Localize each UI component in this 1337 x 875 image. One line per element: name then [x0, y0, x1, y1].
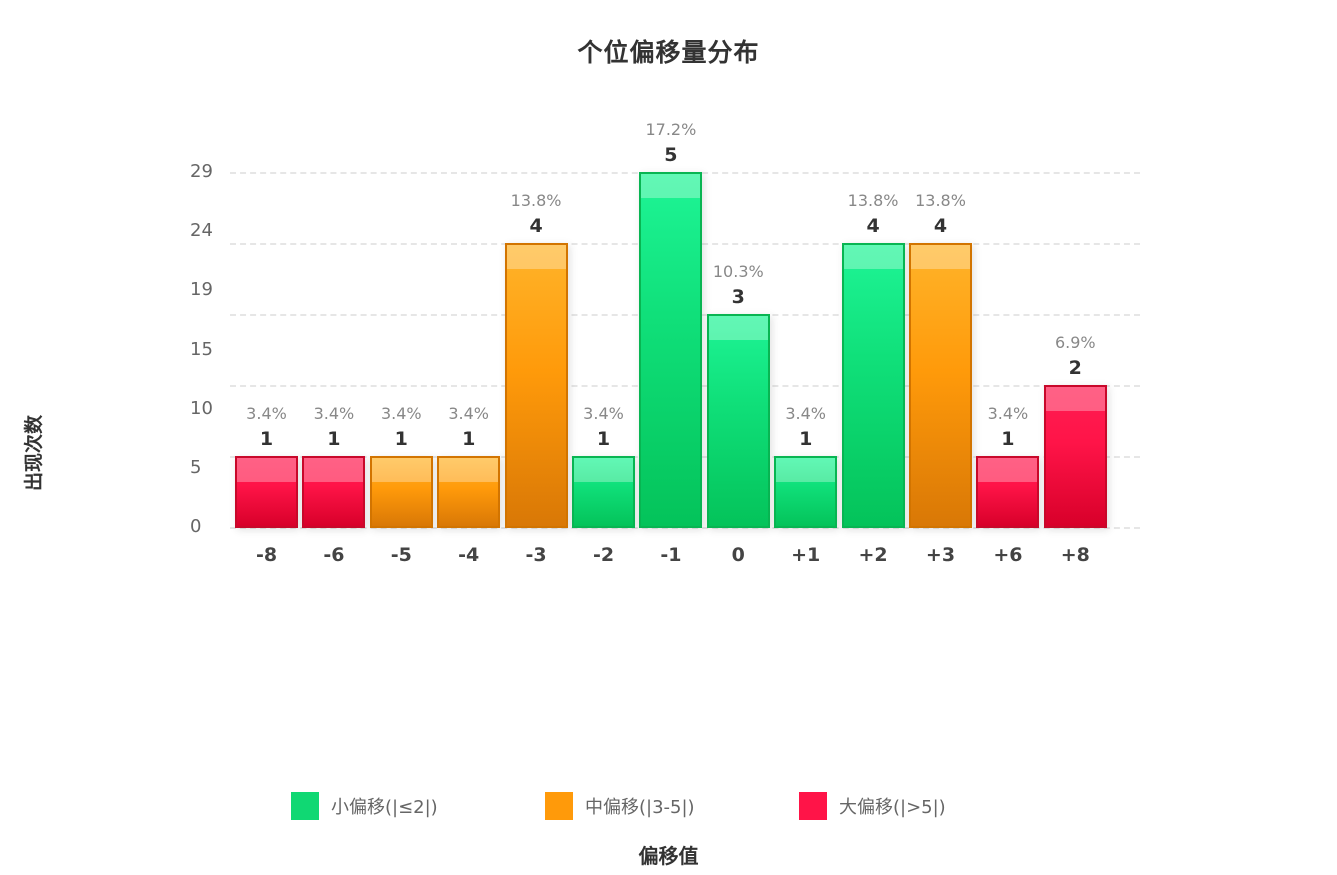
bar[interactable] [976, 456, 1040, 528]
bar[interactable] [235, 456, 298, 528]
bar-percent-label: 6.9% [1054, 333, 1096, 352]
bar-value-label: 1 [394, 428, 408, 450]
legend-swatch-small [291, 792, 319, 820]
bar-value-label: 1 [462, 428, 476, 450]
y-tick-label: 24 [190, 220, 213, 242]
bar-highlight [843, 245, 903, 269]
x-tick-label: -2 [592, 544, 615, 566]
bar-value-label: 4 [529, 215, 543, 237]
x-tick-label: +3 [925, 544, 956, 566]
legend-item-small[interactable]: 小偏移(|≤2|) [291, 790, 438, 822]
bar-percent-label: 3.4% [583, 404, 624, 423]
bar-percent-label: 17.2% [645, 120, 697, 139]
y-tick-label: 5 [190, 456, 202, 478]
legend-item-large[interactable]: 大偏移(|>5|) [799, 790, 946, 822]
bar[interactable] [369, 456, 433, 528]
bar-percent-label: 3.4% [987, 404, 1029, 423]
legend-label-large: 大偏移(|>5|) [839, 797, 946, 818]
bar[interactable] [639, 172, 703, 528]
bar[interactable] [504, 243, 568, 528]
x-tick-label: +8 [1060, 544, 1090, 566]
legend-swatch-medium [545, 792, 573, 820]
bar-highlight [439, 458, 499, 482]
x-tick-label: -3 [525, 544, 547, 566]
bar-percent-label: 10.3% [712, 262, 764, 281]
chart-title: 个位偏移量分布 [577, 38, 760, 67]
gridline [230, 527, 1140, 529]
x-tick-label: +2 [858, 544, 888, 566]
bar-percent-label: 3.4% [380, 404, 422, 423]
bar-value-label: 1 [1001, 428, 1015, 450]
bar[interactable] [437, 456, 501, 528]
y-tick-label: 10 [190, 397, 213, 419]
bar-highlight [506, 245, 566, 269]
x-tick-label: -5 [390, 544, 412, 566]
bar-value-label: 1 [259, 428, 274, 450]
y-tick-label: 19 [190, 279, 213, 301]
bar-value-label: 5 [664, 144, 678, 166]
bar-percent-label: 13.8% [510, 191, 562, 210]
bar-percent-label: 3.4% [448, 404, 490, 423]
bar[interactable] [572, 456, 635, 528]
bar-percent-label: 13.8% [915, 191, 966, 210]
legend: 小偏移(|≤2|) 中偏移(|3-5|) 大偏移(|>5|) [0, 790, 1337, 822]
bar-percent-label: 3.4% [313, 404, 355, 423]
plot-area: 0 5 10 15 19 24 29 1 3.4% -8 1 3.4% -6 1 3.4% -5 1 3.4% -4… [190, 120, 1140, 566]
bar-percent-label: 13.8% [847, 191, 899, 210]
bar-value-label: 4 [933, 215, 948, 237]
x-tick-label: -4 [458, 544, 480, 566]
x-tick-label: -1 [660, 544, 682, 566]
x-tick-label: 0 [731, 544, 745, 566]
bar-highlight [978, 458, 1038, 482]
y-tick-label: 15 [190, 338, 213, 360]
bar-percent-label: 3.4% [246, 404, 287, 423]
x-tick-label: -6 [323, 544, 345, 566]
bar[interactable] [1043, 385, 1107, 528]
bar-value-label: 1 [799, 428, 813, 450]
x-axis-label: 偏移值 [638, 844, 699, 868]
bar[interactable] [706, 314, 770, 528]
bar-highlight [371, 458, 431, 482]
legend-swatch-large [799, 792, 827, 820]
bar-highlight [776, 458, 836, 482]
bar[interactable] [774, 456, 838, 528]
bar-value-label: 2 [1068, 357, 1082, 379]
bar[interactable] [302, 456, 366, 528]
bar-highlight [911, 245, 970, 269]
bar[interactable] [841, 243, 905, 528]
bar-highlight [237, 458, 296, 482]
bar-percent-label: 3.4% [785, 404, 827, 423]
x-tick-label: +6 [993, 544, 1023, 566]
bar-highlight [641, 174, 701, 198]
bar-highlight [304, 458, 364, 482]
legend-label-medium: 中偏移(|3-5|) [585, 797, 695, 818]
bar-highlight [574, 458, 633, 482]
bar-value-label: 1 [596, 428, 611, 450]
y-tick-label: 29 [190, 161, 213, 182]
y-tick-label: 0 [190, 516, 202, 537]
bar-highlight [708, 316, 768, 340]
x-tick-label: -8 [255, 544, 278, 566]
bar-highlight [1045, 387, 1105, 411]
legend-item-medium[interactable]: 中偏移(|3-5|) [545, 790, 695, 822]
legend-label-small: 小偏移(|≤2|) [331, 797, 438, 818]
bar-value-label: 1 [327, 428, 341, 450]
x-tick-label: +1 [791, 544, 821, 566]
bar-value-label: 4 [866, 215, 880, 237]
bar[interactable] [909, 243, 972, 528]
bar-value-label: 3 [731, 286, 745, 308]
